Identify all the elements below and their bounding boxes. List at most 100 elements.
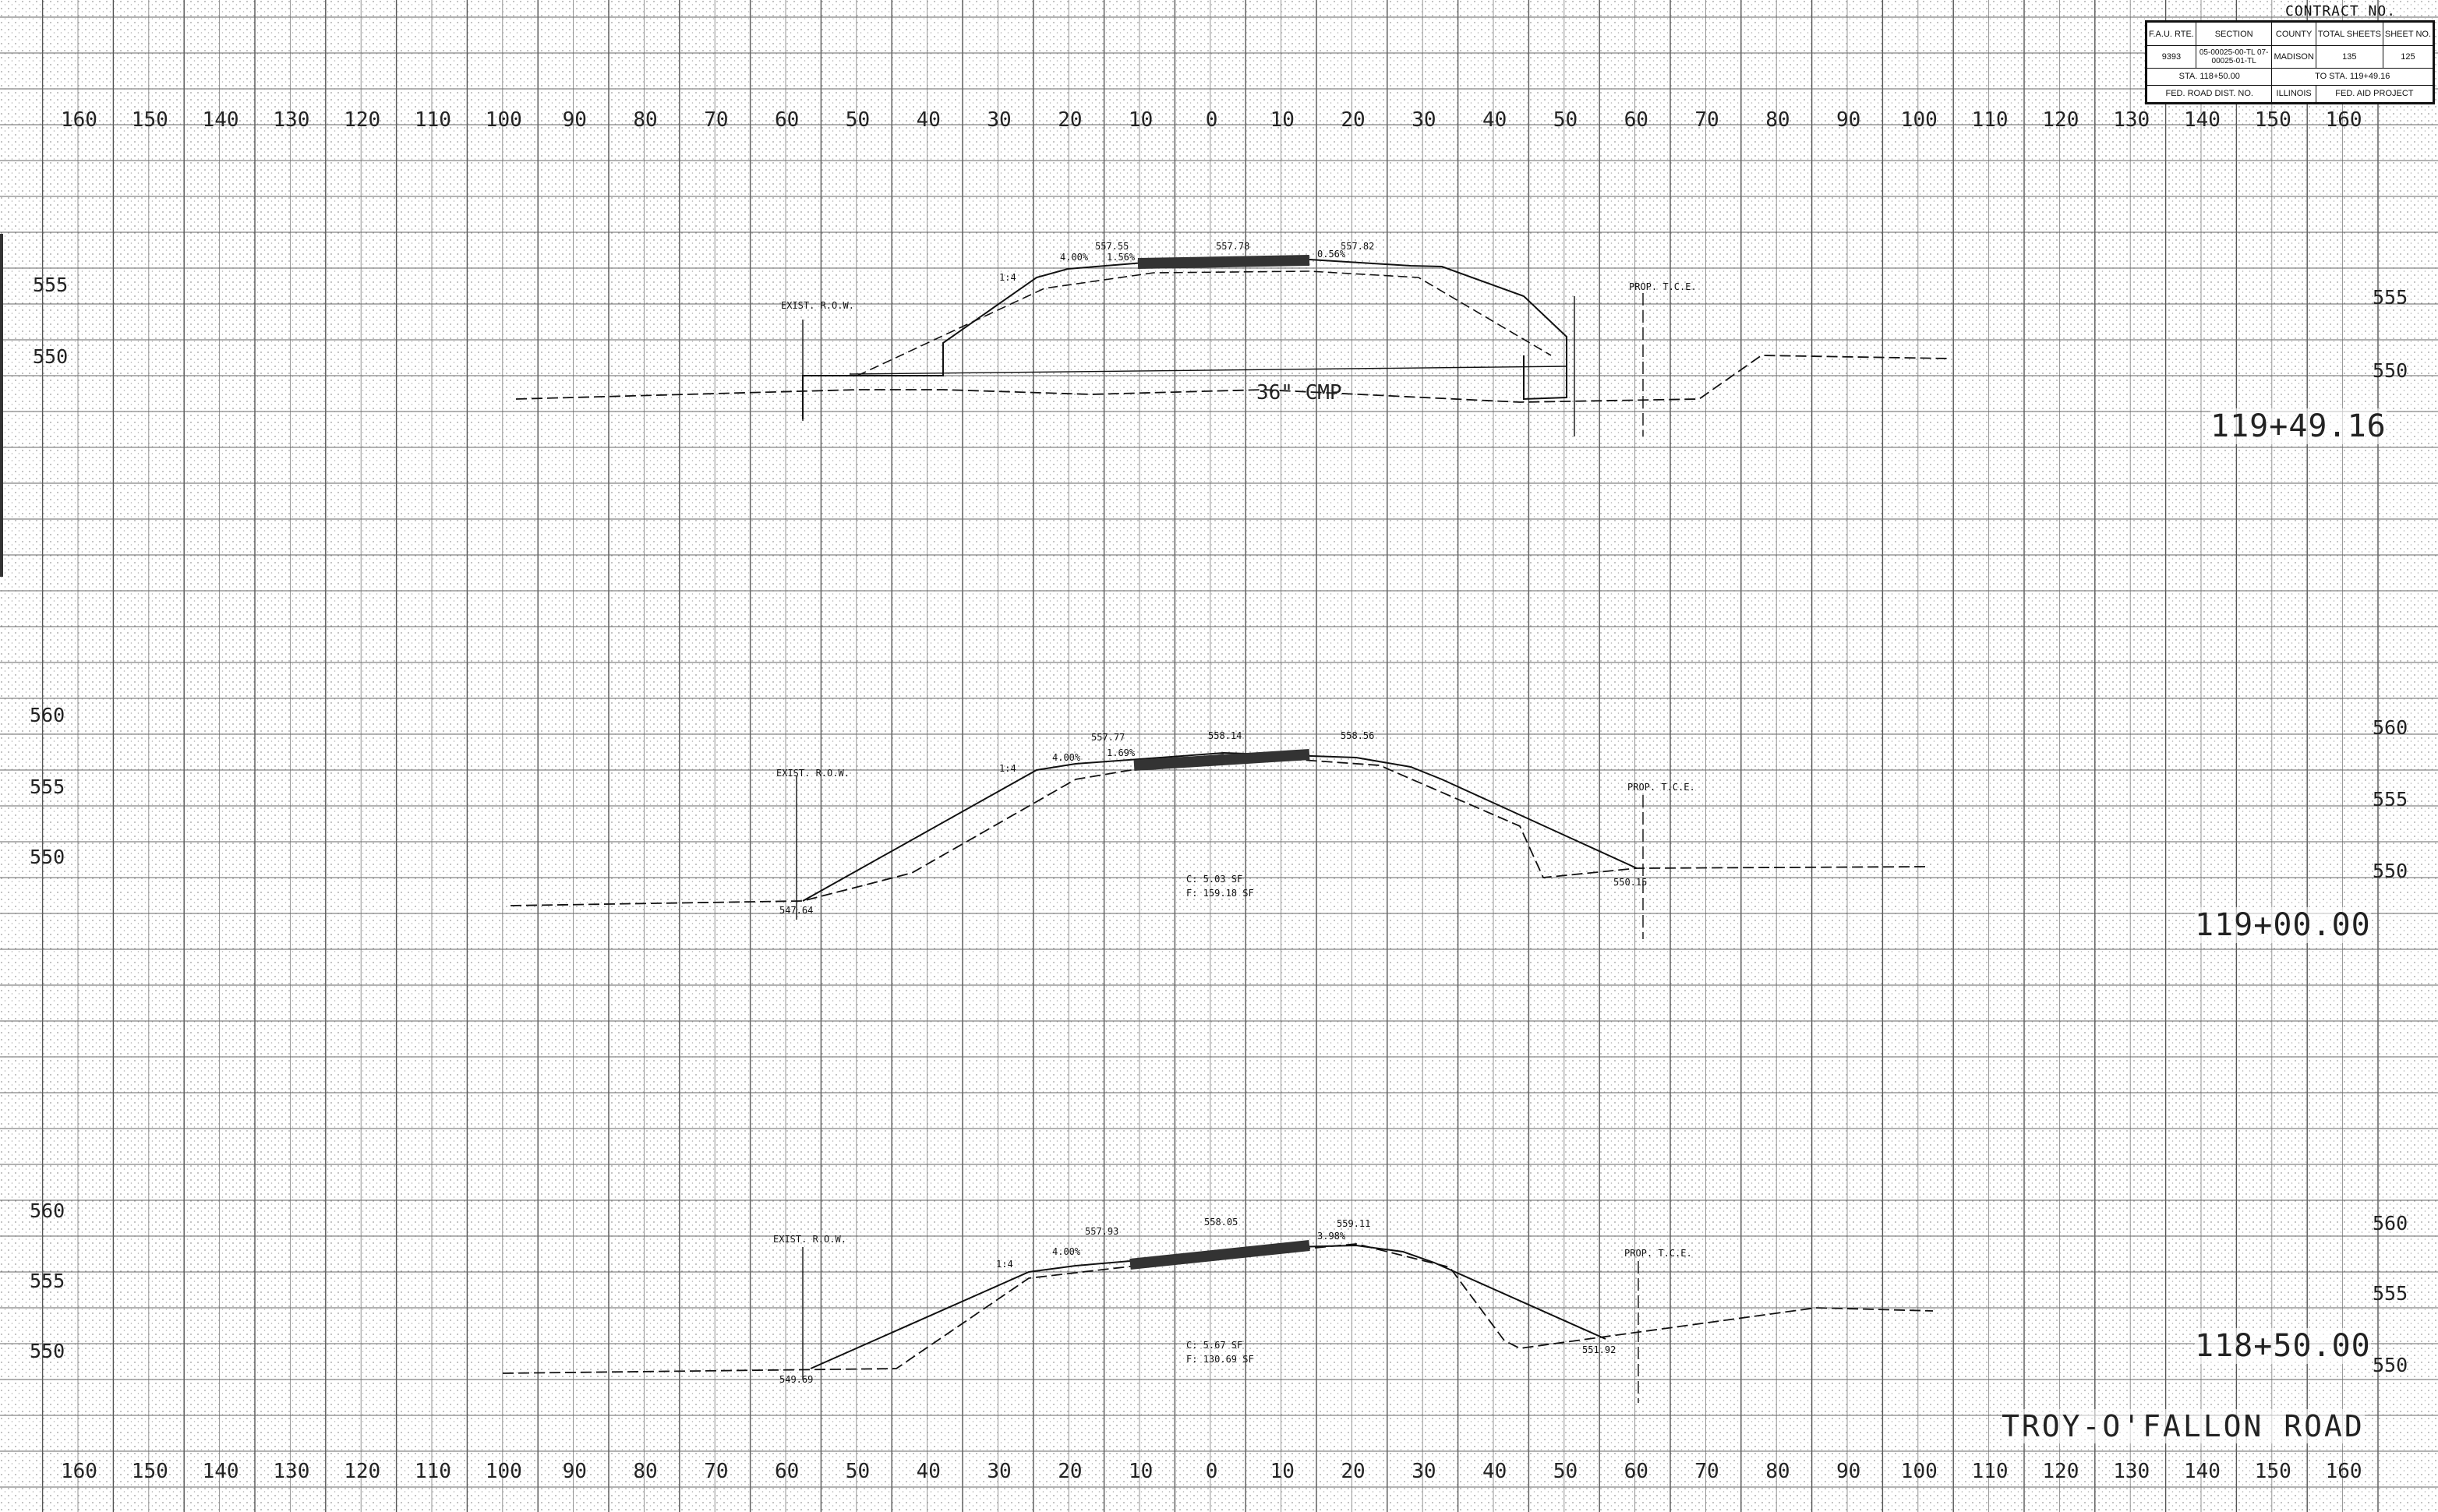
offset-label-bottom: 30 xyxy=(1412,1460,1436,1483)
cut-area-label: C: 5.03 SF xyxy=(1186,874,1242,885)
station-label: 119+00.00 xyxy=(2195,907,2371,943)
offset-axes: 160 150 140 130 120 110 100 90 80 70 60 50 40 30 20 10 0… xyxy=(61,108,2362,1483)
offset-label-top: 50 xyxy=(846,108,870,132)
offset-label-bottom: 60 xyxy=(775,1460,799,1483)
profile-elev: 559.11 xyxy=(1337,1218,1370,1229)
offset-label-bottom: 100 xyxy=(1901,1460,1938,1483)
sheet-no-value: 125 xyxy=(2382,45,2434,69)
elev-label-left: 555 xyxy=(33,274,68,296)
fill-area-label: F: 159.18 SF xyxy=(1186,888,1254,899)
offset-label-bottom: 150 xyxy=(2255,1460,2291,1483)
offset-label-top: 90 xyxy=(563,108,587,132)
elev-label-left: 555 xyxy=(30,775,65,798)
toe-elev-label: 550.15 xyxy=(1613,877,1647,888)
cross-slope-label: 4.00% xyxy=(1052,752,1081,763)
offset-label-top: 120 xyxy=(344,108,380,132)
toe-elev-label: 547.64 xyxy=(779,905,813,916)
offset-label-bottom: 130 xyxy=(273,1460,309,1483)
offset-label-bottom: 140 xyxy=(2184,1460,2221,1483)
profile-elev: 557.93 xyxy=(1085,1226,1118,1237)
elev-label-left: 550 xyxy=(30,846,65,868)
prop-tce-label: PROP. T.C.E. xyxy=(1624,1248,1692,1259)
elev-label-left: 550 xyxy=(33,345,68,368)
total-sheets-header: TOTAL SHEETS xyxy=(2315,21,2383,47)
cross-slope-label: 4.00% xyxy=(1060,252,1089,263)
offset-label-bottom: 90 xyxy=(563,1460,587,1483)
section-value: 05-00025-00-TL 07-00025-01-TL xyxy=(2195,45,2273,69)
offset-label-top: 90 xyxy=(1836,108,1860,132)
slope-label: 1:4 xyxy=(999,763,1016,774)
existing-ground-line xyxy=(502,1243,1934,1374)
offset-label-top: 150 xyxy=(132,108,168,132)
offset-label-top: 30 xyxy=(1412,108,1436,132)
offset-label-top: 140 xyxy=(203,108,239,132)
slope-label: 1:4 xyxy=(999,272,1016,283)
offset-label-bottom: 90 xyxy=(1836,1460,1860,1483)
offset-label-bottom: 160 xyxy=(61,1460,97,1483)
offset-label-top: 60 xyxy=(775,108,799,132)
offset-label-bottom: 100 xyxy=(486,1460,522,1483)
profile-elev: 558.56 xyxy=(1341,730,1374,741)
offset-label-bottom: 50 xyxy=(1553,1460,1578,1483)
elev-label-right: 550 xyxy=(2373,1354,2408,1376)
offset-label-top: 80 xyxy=(633,108,657,132)
exist-row-label: EXIST. R.O.W. xyxy=(781,300,854,311)
pavement-hatch xyxy=(1137,255,1310,269)
offset-label-bottom: 120 xyxy=(2042,1460,2079,1483)
elev-label-left: 560 xyxy=(30,704,65,726)
section-119-49-16 xyxy=(515,255,1949,436)
cross-slope-label: 3.98% xyxy=(1317,1231,1346,1242)
elev-label-right: 555 xyxy=(2373,788,2408,811)
slope-label: 1:4 xyxy=(996,1259,1013,1270)
offset-label-top: 70 xyxy=(1694,108,1719,132)
station-label: 119+49.16 xyxy=(2210,408,2387,444)
pavement-hatch xyxy=(1129,1240,1310,1270)
fed-aid-project: FED. AID PROJECT xyxy=(2315,84,2434,104)
toe-elev-label: 549.69 xyxy=(779,1374,813,1385)
cross-slope-label: 1.69% xyxy=(1107,747,1136,758)
offset-label-top: 110 xyxy=(1972,108,2009,132)
offset-label-bottom: 0 xyxy=(1206,1460,1218,1483)
offset-label-top: 10 xyxy=(1270,108,1295,132)
elev-label-right: 560 xyxy=(2373,1212,2408,1235)
offset-label-bottom: 10 xyxy=(1129,1460,1153,1483)
offset-label-bottom: 140 xyxy=(203,1460,239,1483)
prop-tce-label: PROP. T.C.E. xyxy=(1627,782,1695,793)
elev-label-right: 550 xyxy=(2373,359,2408,382)
profile-elev: 557.78 xyxy=(1216,241,1249,252)
profile-elev: 557.82 xyxy=(1341,241,1374,252)
profile-elev: 557.55 xyxy=(1095,241,1129,252)
offset-label-top: 0 xyxy=(1206,108,1218,132)
toe-elev-label: 551.92 xyxy=(1582,1344,1616,1355)
offset-label-bottom: 80 xyxy=(1765,1460,1790,1483)
offset-label-bottom: 40 xyxy=(1482,1460,1507,1483)
profile-elev: 558.14 xyxy=(1208,730,1242,741)
offset-label-bottom: 110 xyxy=(1972,1460,2009,1483)
offset-label-top: 160 xyxy=(2326,108,2362,132)
elev-label-left: 560 xyxy=(30,1199,65,1222)
culvert-outline xyxy=(849,366,1567,375)
title-block: F.A.U. RTE. SECTION COUNTY TOTAL SHEETS … xyxy=(2145,20,2435,104)
offset-label-bottom: 130 xyxy=(2113,1460,2150,1483)
existing-ground-line xyxy=(515,355,1949,403)
offset-label-top: 110 xyxy=(415,108,451,132)
offset-label-bottom: 110 xyxy=(415,1460,451,1483)
offset-label-top: 100 xyxy=(486,108,522,132)
road-name: TROY-O'FALLON ROAD xyxy=(2002,1409,2365,1443)
total-sheets-value: 135 xyxy=(2315,45,2383,69)
exist-row-label: EXIST. R.O.W. xyxy=(773,1234,846,1245)
fau-rte-value: 9393 xyxy=(2146,45,2196,69)
fed-road-dist: FED. ROAD DIST. NO. xyxy=(2146,84,2273,104)
offset-label-bottom: 60 xyxy=(1624,1460,1648,1483)
offset-label-bottom: 70 xyxy=(704,1460,728,1483)
offset-label-top: 150 xyxy=(2255,108,2291,132)
offset-label-bottom: 30 xyxy=(987,1460,1011,1483)
offset-label-top: 50 xyxy=(1553,108,1578,132)
county-header: COUNTY xyxy=(2271,21,2316,47)
elev-label-right: 560 xyxy=(2373,716,2408,739)
pavement-hatch xyxy=(1133,749,1310,771)
offset-label-bottom: 120 xyxy=(344,1460,380,1483)
prop-tce-label: PROP. T.C.E. xyxy=(1629,281,1697,292)
offset-label-top: 70 xyxy=(704,108,728,132)
